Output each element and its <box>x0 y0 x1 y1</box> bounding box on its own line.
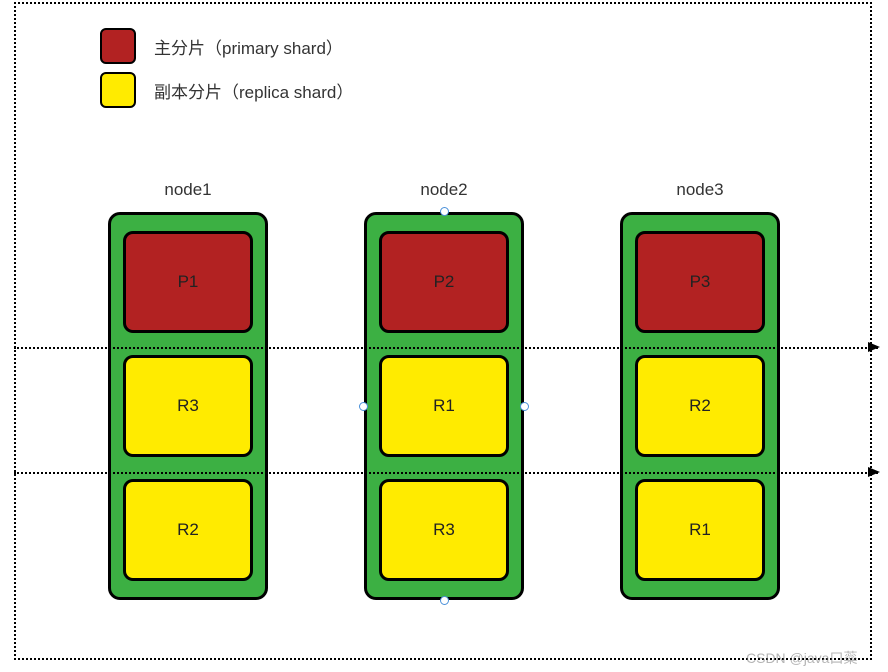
legend: 主分片（primary shard） 副本分片（replica shard） <box>100 28 353 116</box>
node1-shard-p1: P1 <box>123 231 253 333</box>
arrow-line-1 <box>14 347 878 349</box>
selection-handle-top[interactable] <box>440 207 449 216</box>
node2-label: node2 <box>364 180 524 200</box>
node2-shard-r3: R3 <box>379 479 509 581</box>
node3-label: node3 <box>620 180 780 200</box>
selection-handle-right[interactable] <box>520 402 529 411</box>
node2-shard-r1: R1 <box>379 355 509 457</box>
arrow-head-2 <box>868 467 880 477</box>
legend-primary-label: 主分片（primary shard） <box>154 34 343 59</box>
node1-shard-r2: R2 <box>123 479 253 581</box>
node1-shard-r3: R3 <box>123 355 253 457</box>
arrow-head-1 <box>868 342 880 352</box>
legend-primary: 主分片（primary shard） <box>100 28 353 64</box>
node3-shard-r1: R1 <box>635 479 765 581</box>
arrow-line-2 <box>14 472 878 474</box>
node1-label: node1 <box>108 180 268 200</box>
legend-replica-swatch <box>100 72 136 108</box>
node3-shard-r2: R2 <box>635 355 765 457</box>
node2[interactable]: P2 R1 R3 <box>364 212 524 600</box>
selection-handle-left[interactable] <box>359 402 368 411</box>
legend-replica-label: 副本分片（replica shard） <box>154 78 353 103</box>
node3-shard-p3: P3 <box>635 231 765 333</box>
node3: P3 R2 R1 <box>620 212 780 600</box>
watermark: CSDN @java口蘂 <box>746 648 857 668</box>
legend-replica: 副本分片（replica shard） <box>100 72 353 108</box>
node2-shard-p2: P2 <box>379 231 509 333</box>
selection-handle-bottom[interactable] <box>440 596 449 605</box>
node1: P1 R3 R2 <box>108 212 268 600</box>
legend-primary-swatch <box>100 28 136 64</box>
